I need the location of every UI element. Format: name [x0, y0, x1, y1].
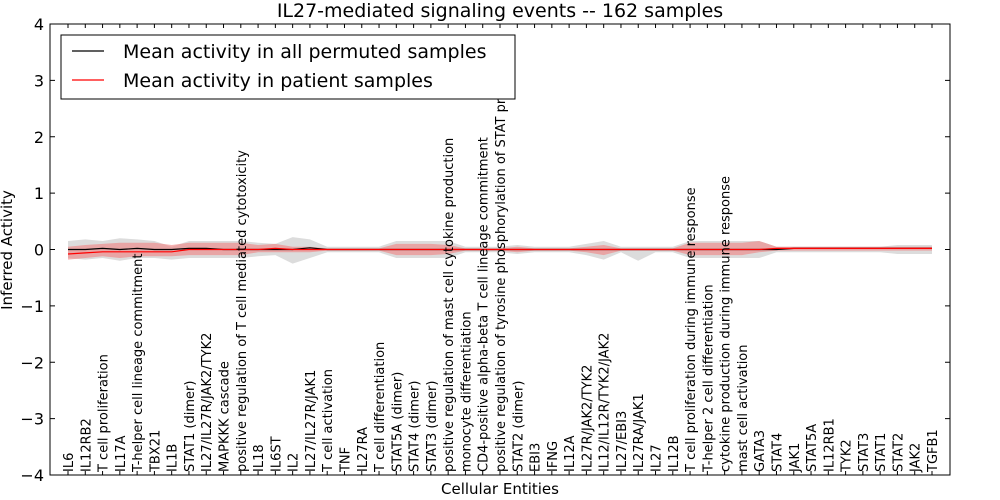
y-tick-label: −3 — [20, 410, 44, 429]
category-label: T cell proliferation during immune respo… — [684, 187, 699, 473]
y-tick-label: 1 — [34, 184, 44, 203]
category-label: IL18 — [252, 444, 267, 472]
category-label: IL27RA/JAK1 — [632, 393, 647, 472]
category-label: mast cell activation — [736, 344, 751, 472]
category-label: T cell activation — [321, 369, 336, 473]
category-label: IL6ST — [269, 436, 284, 472]
category-label: STAT2 (dimer) — [511, 381, 526, 472]
category-label: IL27RA — [356, 427, 371, 472]
category-label: IL12RB2 — [79, 418, 94, 472]
legend-label-permuted: Mean activity in all permuted samples — [123, 41, 486, 63]
legend-box — [60, 34, 516, 100]
category-label: monocyte differentiation — [459, 311, 474, 472]
y-tick-label: −4 — [20, 466, 44, 485]
series-line-1 — [67, 247, 932, 255]
category-label: positive regulation of T cell mediated c… — [235, 150, 250, 472]
category-label: STAT3 (dimer) — [425, 381, 440, 472]
category-label: GATA3 — [753, 430, 768, 472]
category-label: IL12RB1 — [822, 418, 837, 472]
y-tick-label: −1 — [20, 297, 44, 316]
category-label: IL1B — [166, 444, 181, 472]
plot-area-frame — [49, 23, 951, 476]
y-tick-label: 4 — [34, 15, 44, 34]
category-label: STAT4 (dimer) — [408, 381, 423, 472]
y-tick-label: 3 — [34, 71, 44, 90]
category-label: T-helper 2 cell differentiation — [701, 284, 716, 473]
category-label: STAT5A — [805, 424, 820, 472]
category-label: JAK1 — [788, 443, 803, 473]
category-label: IL2 — [287, 453, 302, 472]
category-label: T cell proliferation — [97, 354, 112, 473]
category-label: IL27/IL27R/JAK2/TYK2 — [200, 333, 215, 472]
category-label: T cell differentiation — [373, 342, 388, 473]
category-label: TYK2 — [840, 439, 855, 473]
lines-layer — [67, 247, 932, 255]
category-label: IL12B — [667, 435, 682, 472]
category-label: positive regulation of mast cell cytokin… — [442, 138, 457, 472]
bands-layer — [68, 237, 932, 264]
category-label: IL6 — [62, 453, 77, 472]
category-label: STAT1 (dimer) — [183, 381, 198, 472]
y-tick-label: 2 — [34, 128, 44, 147]
legend: Mean activity in all permuted samples Me… — [60, 34, 516, 100]
category-label: IL27R/JAK2/TYK2 — [580, 365, 595, 472]
category-label: T-helper cell lineage commitment — [131, 254, 146, 473]
category-label: EBI3 — [529, 443, 544, 472]
category-label: IL27 — [650, 444, 665, 472]
category-label: TBX21 — [148, 430, 163, 473]
category-label: cytokine production during immune respon… — [719, 176, 734, 472]
y-tick-label: −2 — [20, 353, 44, 372]
category-label: STAT4 — [770, 433, 785, 472]
category-label: STAT3 — [857, 433, 872, 472]
category-label: JAK2 — [909, 443, 924, 473]
legend-label-patient: Mean activity in patient samples — [123, 70, 433, 92]
chart-title: IL27-mediated signaling events -- 162 sa… — [277, 0, 723, 22]
series-band-1 — [68, 241, 932, 260]
category-label: IL17A — [114, 435, 129, 472]
category-labels: IL6 IL12RB2 T cell proliferation IL17A T-hel… — [62, 24, 941, 475]
x-axis-label: Cellular Entities — [441, 480, 559, 498]
category-label: IL27/EBI3 — [615, 411, 630, 472]
category-label: TGFB1 — [926, 429, 941, 473]
category-label: positive regulation of tyrosine phosphor… — [494, 66, 509, 472]
category-label: STAT1 — [874, 433, 889, 472]
y-tick-label: 0 — [34, 241, 44, 260]
category-label: STAT2 — [891, 433, 906, 472]
category-label: STAT5A (dimer) — [390, 372, 405, 472]
category-label: TNF — [338, 447, 353, 473]
category-label: CD4-positive alpha-beta T cell lineage c… — [477, 137, 492, 472]
category-label: IL12A — [563, 435, 578, 472]
category-label: IL27/IL27R/JAK1 — [304, 370, 319, 472]
category-label: MAPKKK cascade — [218, 361, 233, 472]
y-axis-label: Inferred Activity — [0, 190, 16, 310]
category-label: IFNG — [546, 441, 561, 472]
category-label: IL12/IL12R/TYK2/JAK2 — [598, 333, 613, 472]
